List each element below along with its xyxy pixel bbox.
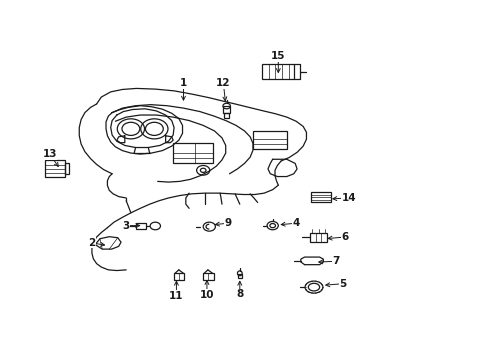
Bar <box>173 143 213 163</box>
Text: 10: 10 <box>199 290 214 300</box>
Text: 1: 1 <box>180 78 187 88</box>
Text: 14: 14 <box>341 193 355 203</box>
Text: 8: 8 <box>236 289 243 299</box>
Bar <box>238 274 241 278</box>
Bar <box>45 160 64 177</box>
Text: 6: 6 <box>341 232 348 242</box>
Text: 3: 3 <box>122 221 129 231</box>
Bar <box>224 113 228 118</box>
Text: 7: 7 <box>332 256 339 266</box>
Text: 9: 9 <box>224 218 231 228</box>
Bar <box>223 107 230 113</box>
Bar <box>135 223 145 229</box>
Bar <box>174 273 184 280</box>
Bar <box>262 63 294 79</box>
Bar <box>203 273 213 280</box>
Text: 2: 2 <box>88 238 95 248</box>
Bar <box>310 192 330 202</box>
Bar <box>309 233 326 242</box>
Text: 15: 15 <box>270 51 285 61</box>
Text: 5: 5 <box>339 279 346 289</box>
Text: 4: 4 <box>292 218 299 228</box>
Text: 12: 12 <box>216 78 230 88</box>
Bar <box>252 131 286 149</box>
Bar <box>64 163 69 174</box>
Text: 11: 11 <box>169 291 183 301</box>
Text: 13: 13 <box>42 149 57 159</box>
